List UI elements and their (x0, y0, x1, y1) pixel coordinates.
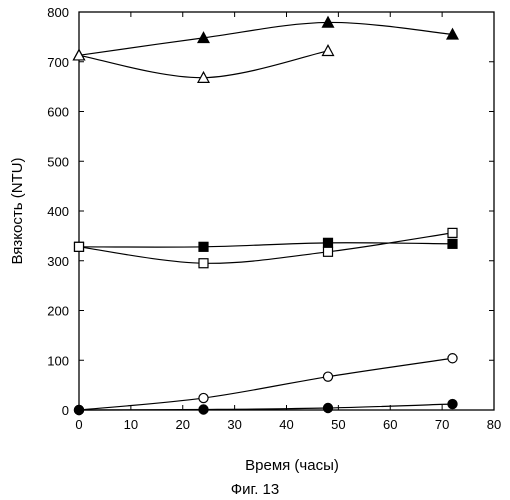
axis-ticks: 0102030405060708001002003004005006007008… (47, 5, 501, 432)
y-tick-label: 700 (47, 55, 69, 70)
y-tick-label: 200 (47, 304, 69, 319)
circle-marker (323, 403, 332, 412)
circle-marker (74, 405, 83, 414)
x-tick-label: 50 (331, 417, 345, 432)
circle-marker (448, 354, 457, 363)
series-line (79, 22, 453, 55)
figure-caption: Фиг. 13 (231, 481, 279, 498)
y-tick-label: 300 (47, 254, 69, 269)
square-marker (324, 247, 333, 256)
x-tick-label: 10 (124, 417, 138, 432)
y-axis-label: Вязкость (NTU) (9, 157, 26, 264)
plot-area-frame (79, 12, 494, 410)
square-marker (448, 239, 457, 248)
series-square-filled (75, 238, 458, 251)
y-tick-label: 600 (47, 105, 69, 120)
circle-marker (323, 372, 332, 381)
square-marker (199, 259, 208, 268)
square-marker (199, 242, 208, 251)
y-tick-label: 0 (62, 403, 69, 418)
series-line (79, 233, 453, 263)
x-tick-label: 60 (383, 417, 397, 432)
square-marker (448, 228, 457, 237)
x-tick-label: 80 (487, 417, 501, 432)
triangle-marker (323, 45, 334, 55)
square-marker (324, 238, 333, 247)
series-square-open (75, 228, 458, 267)
series-triangle-filled (74, 17, 459, 60)
y-tick-label: 500 (47, 154, 69, 169)
circle-marker (199, 405, 208, 414)
y-tick-label: 400 (47, 204, 69, 219)
x-tick-label: 70 (435, 417, 449, 432)
x-axis-label: Время (часы) (245, 457, 339, 474)
circle-marker (199, 393, 208, 402)
y-tick-label: 800 (47, 5, 69, 20)
x-tick-label: 30 (227, 417, 241, 432)
y-tick-label: 100 (47, 353, 69, 368)
series-line (79, 243, 453, 247)
x-tick-label: 20 (176, 417, 190, 432)
series-circle-filled (74, 399, 457, 414)
series-layer (74, 17, 459, 415)
circle-marker (448, 399, 457, 408)
series-line (79, 358, 453, 410)
x-tick-label: 0 (75, 417, 82, 432)
x-tick-label: 40 (279, 417, 293, 432)
square-marker (75, 242, 84, 251)
